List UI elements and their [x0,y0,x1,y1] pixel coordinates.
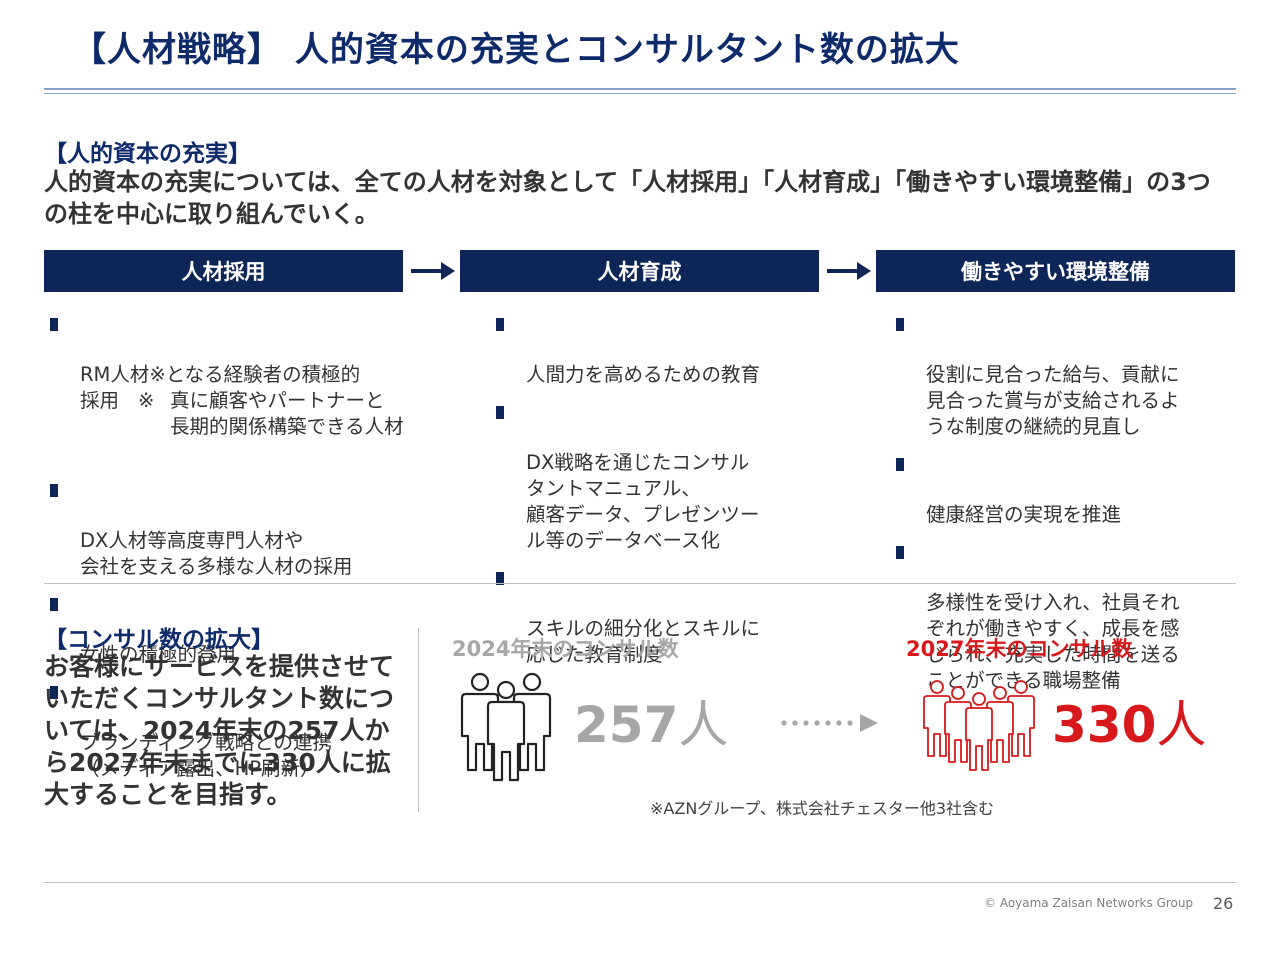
page-title: 【人材戦略】 人的資本の充実とコンサルタント数の拡大 [72,30,960,70]
list-item-text: ブランディング戦略との連携 （メディア露出、HP刷新） [80,731,332,780]
arrow-right-icon [411,262,455,280]
list-item: 多様性を受け入れ、社員それ ぞれが働きやすく、成長を感 じられ、充実した時間を送… [896,538,1226,694]
consultant-count-2024-label: 2024年末のコンサル数 [452,637,679,661]
people-group-icon [460,672,552,782]
list-item: 人間力を高めるための教育 [496,310,846,388]
people-group-icon [923,680,1035,771]
list-item-text: スキルの細分化とスキルに 応じた教育制度 [526,617,761,666]
list-item-text: 多様性を受け入れ、社員それ ぞれが働きやすく、成長を感 じられ、充実した時間を送… [926,591,1180,692]
bullet-square-icon [896,318,904,331]
list-item-text: 役割に見合った給与、貢献に 見合った賞与が支給されるよ うな制度の継続的見直し [926,363,1180,438]
consultant-count-2027: 330人 [1052,700,1206,750]
section-heading-consultants: 【コンサル数の拡大】 [44,627,274,653]
list-item-text: 女性の積極的登用 [80,643,237,666]
bullet-square-icon [50,598,58,611]
section-heading-human-capital: 【人的資本の充実】 [44,141,251,167]
list-item: DX戦略を通じたコンサル タントマニュアル、 顧客データ、プレゼンツー ル等のデ… [496,398,846,554]
bullet-square-icon [896,546,904,559]
note-mark: ※ [138,389,155,412]
bullet-square-icon [496,572,504,585]
bullet-square-icon [496,318,504,331]
list-item: ブランディング戦略との連携 （メディア露出、HP刷新） [50,678,450,782]
consultant-count-2027-label: 2027年末のコンサル数 [906,637,1133,661]
list-item: DX人材等高度専門人材や 会社を支える多様な人材の採用 [50,476,450,580]
list-item: RM人材※となる経験者の積極的 採用 ※ 真に顧客やパートナーと 長期的関係構築… [50,310,450,466]
arrow-right-icon [827,262,871,280]
bullet-square-icon [896,458,904,471]
copyright: © Aoyama Zaisan Networks Group [984,896,1194,910]
vertical-divider [418,628,419,812]
list-item-text: RM人材※となる経験者の積極的 採用 [80,363,361,412]
title-underline-thin [44,93,1236,94]
list-item: 役割に見合った給与、貢献に 見合った賞与が支給されるよ うな制度の継続的見直し [896,310,1226,440]
count-value: 257 [574,696,679,754]
dotted-arrow-icon [781,714,878,732]
count-value: 330 [1052,696,1157,754]
development-list: 人間力を高めるための教育 DX戦略を通じたコンサル タントマニュアル、 顧客デー… [496,310,846,678]
list-item: スキルの細分化とスキルに 応じた教育制度 [496,564,846,668]
list-item-text: DX戦略を通じたコンサル タントマニュアル、 顧客データ、プレゼンツー ル等のデ… [526,451,760,552]
bullet-square-icon [50,484,58,497]
list-item-text: 人間力を高めるための教育 [526,363,761,386]
pillar-recruitment: 人材採用 [44,250,403,292]
pillar-development: 人材育成 [460,250,819,292]
section-body-consultants: お客様にサービスを提供させていただくコンサルタント数については、2024年末の2… [44,652,395,809]
title-underline [44,88,1236,90]
bullet-square-icon [50,318,58,331]
list-item: 健康経営の実現を推進 [896,450,1226,528]
work-environment-list: 役割に見合った給与、貢献に 見合った賞与が支給されるよ うな制度の継続的見直し … [896,310,1226,704]
footnote: ※AZNグループ、株式会社チェスター他3社含む [650,799,995,818]
footer-divider [44,882,1236,883]
consultant-count-2024: 257人 [574,700,728,750]
list-item: 女性の積極的登用 [50,590,450,668]
page-number: 26 [1213,894,1234,913]
bullet-square-icon [50,686,58,699]
count-unit: 人 [678,696,729,754]
note-text: 真に顧客やパートナーと 長期的関係構築できる人材 [170,389,404,438]
section-divider [44,583,1236,584]
list-item-note: ※ 真に顧客やパートナーと 長期的関係構築できる人材 [138,388,450,440]
recruitment-list: RM人材※となる経験者の積極的 採用 ※ 真に顧客やパートナーと 長期的関係構築… [50,310,450,792]
section-lead-human-capital: 人的資本の充実については、全ての人材を対象として「人材採用」「人材育成」「働きや… [44,168,1211,228]
list-item-text: 健康経営の実現を推進 [926,503,1122,526]
bullet-square-icon [496,406,504,419]
count-unit: 人 [1156,696,1207,754]
pillar-work-environment: 働きやすい環境整備 [876,250,1235,292]
list-item-text: DX人材等高度専門人材や 会社を支える多様な人材の採用 [80,529,353,578]
